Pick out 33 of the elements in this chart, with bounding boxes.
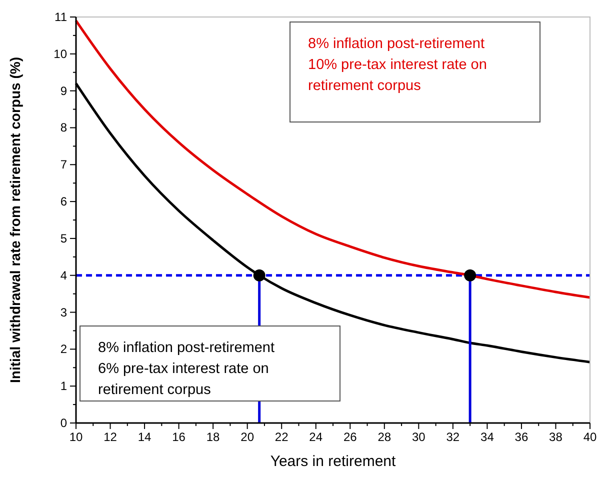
x-tick-label: 38	[549, 430, 563, 444]
y-tick-label: 6	[60, 194, 68, 209]
y-tick-label: 10	[54, 46, 68, 61]
x-tick-label: 24	[309, 430, 323, 444]
y-tick-label: 4	[60, 268, 68, 282]
x-tick-label: 16	[172, 430, 186, 444]
x-axis-title: Years in retirement	[270, 453, 396, 470]
y-tick-label: 9	[60, 84, 68, 98]
x-tick-label: 12	[104, 430, 118, 444]
y-tick-label: 1	[60, 379, 68, 394]
y-tick-label: 5	[60, 231, 68, 246]
annotation: 8% inflation post-retirement 10% pre-tax interest rate on retirement corpus	[308, 36, 487, 94]
x-tick-label: 10	[69, 430, 83, 444]
y-tick-label: 8	[60, 120, 68, 135]
x-tick-label: 30	[412, 430, 426, 444]
y-tick-label: 0	[60, 416, 68, 430]
x-tick-label: 18	[206, 430, 220, 444]
x-tick-label: 28	[378, 430, 392, 444]
x-tick-label: 40	[583, 430, 597, 444]
annotation: 8% inflation post-retirement 6% pre-tax interest rate on retirement corpus	[98, 340, 274, 398]
y-tick-label: 11	[54, 10, 68, 24]
x-tick-label: 36	[514, 430, 528, 444]
y-tick-label: 2	[60, 342, 68, 356]
y-axis-title: Initial withdrawal rate from retirement corpus (%)	[7, 57, 23, 383]
x-tick-label: 32	[446, 430, 460, 444]
x-tick-label: 20	[240, 430, 254, 444]
x-tick-label: 14	[138, 430, 152, 444]
x-tick-label: 34	[480, 430, 494, 444]
x-tick-label: 26	[343, 430, 358, 444]
y-tick-label: 7	[60, 158, 68, 172]
x-tick-label: 22	[274, 430, 289, 444]
y-tick-label: 3	[60, 305, 68, 320]
line-series	[74, 19, 592, 299]
